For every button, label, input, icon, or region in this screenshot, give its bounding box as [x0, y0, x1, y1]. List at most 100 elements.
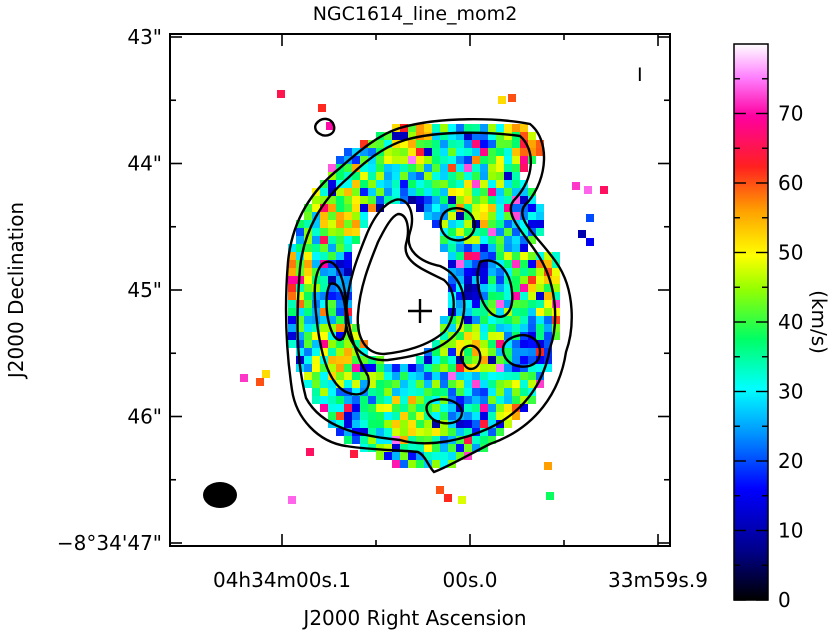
map-pixel — [480, 164, 488, 172]
map-pixel — [512, 252, 520, 260]
map-pixel — [472, 180, 480, 188]
colorbar-tick-label: 70 — [778, 102, 803, 126]
map-pixel — [416, 428, 424, 436]
map-pixel — [432, 420, 440, 428]
map-pixel — [432, 164, 440, 172]
map-pixel — [304, 300, 312, 308]
map-pixel — [480, 436, 488, 444]
x-tick-label: 00s.0 — [443, 568, 498, 592]
map-pixel — [496, 148, 504, 156]
map-pixel — [424, 204, 432, 212]
map-pixel — [432, 124, 440, 132]
map-pixel — [416, 156, 424, 164]
map-pixel — [360, 380, 368, 388]
map-pixel — [480, 132, 488, 140]
map-pixel — [392, 156, 400, 164]
map-pixel — [520, 252, 528, 260]
map-pixel — [496, 292, 504, 300]
map-pixel — [480, 340, 488, 348]
map-pixel — [536, 364, 544, 372]
map-pixel — [328, 252, 336, 260]
map-pixel — [464, 156, 472, 164]
map-pixel — [296, 228, 304, 236]
map-pixel — [440, 124, 448, 132]
map-pixel — [344, 356, 352, 364]
map-pixel — [368, 388, 376, 396]
map-pixel — [288, 252, 296, 260]
map-pixel — [384, 420, 392, 428]
map-pixel — [496, 404, 504, 412]
map-pixel — [512, 196, 520, 204]
map-pixel — [408, 388, 416, 396]
map-pixel — [440, 404, 448, 412]
map-pixel — [480, 148, 488, 156]
map-pixel — [536, 340, 544, 348]
map-pixel — [456, 156, 464, 164]
map-pixel — [544, 260, 552, 268]
map-pixel — [496, 388, 504, 396]
map-pixel — [448, 444, 456, 452]
map-pixel — [320, 284, 328, 292]
map-pixel — [464, 380, 472, 388]
map-pixel — [456, 332, 464, 340]
map-pixel — [360, 140, 368, 148]
map-pixel — [464, 444, 472, 452]
map-pixel — [344, 300, 352, 308]
map-pixel — [528, 276, 536, 284]
map-pixel — [456, 420, 464, 428]
map-pixel — [256, 378, 264, 386]
map-pixel — [360, 220, 368, 228]
map-pixel — [544, 364, 552, 372]
map-pixel — [464, 348, 472, 356]
map-pixel — [472, 132, 480, 140]
map-pixel — [368, 148, 376, 156]
map-pixel — [304, 204, 312, 212]
map-pixel — [512, 364, 520, 372]
map-pixel — [496, 140, 504, 148]
map-pixel — [536, 204, 544, 212]
map-pixel — [456, 260, 464, 268]
map-pixel — [472, 284, 480, 292]
map-pixel — [448, 276, 456, 284]
map-pixel — [504, 396, 512, 404]
map-pixel — [344, 428, 352, 436]
map-pixel — [464, 124, 472, 132]
map-pixel — [504, 140, 512, 148]
map-pixel — [440, 460, 448, 468]
map-pixel — [376, 156, 384, 164]
map-pixel — [528, 252, 536, 260]
map-pixel — [528, 236, 536, 244]
y-tick-labels: 43" 44" 45" 46" −8°34'47" — [57, 25, 162, 555]
map-pixel — [392, 180, 400, 188]
map-pixel — [344, 436, 352, 444]
map-pixel — [464, 148, 472, 156]
map-pixel — [528, 316, 536, 324]
map-pixel — [520, 324, 528, 332]
map-pixel — [536, 276, 544, 284]
map-pixel — [488, 172, 496, 180]
map-pixel — [304, 340, 312, 348]
contour-lower-core-2 — [425, 398, 464, 425]
map-pixel — [440, 188, 448, 196]
map-pixel — [328, 292, 336, 300]
map-pixel — [544, 284, 552, 292]
map-pixel — [488, 204, 496, 212]
map-pixel — [320, 324, 328, 332]
map-pixel — [312, 372, 320, 380]
map-pixel — [432, 452, 440, 460]
map-pixel — [400, 156, 408, 164]
map-pixel — [312, 236, 320, 244]
map-pixel — [440, 444, 448, 452]
map-pixel — [512, 188, 520, 196]
map-pixel — [384, 132, 392, 140]
map-pixel — [384, 444, 392, 452]
map-pixel — [360, 148, 368, 156]
map-pixel — [480, 396, 488, 404]
map-pixel — [336, 172, 344, 180]
map-pixel — [488, 140, 496, 148]
map-pixel — [544, 252, 552, 260]
map-pixel — [464, 308, 472, 316]
map-pixel — [440, 244, 448, 252]
map-pixel — [328, 332, 336, 340]
map-pixel — [416, 460, 424, 468]
